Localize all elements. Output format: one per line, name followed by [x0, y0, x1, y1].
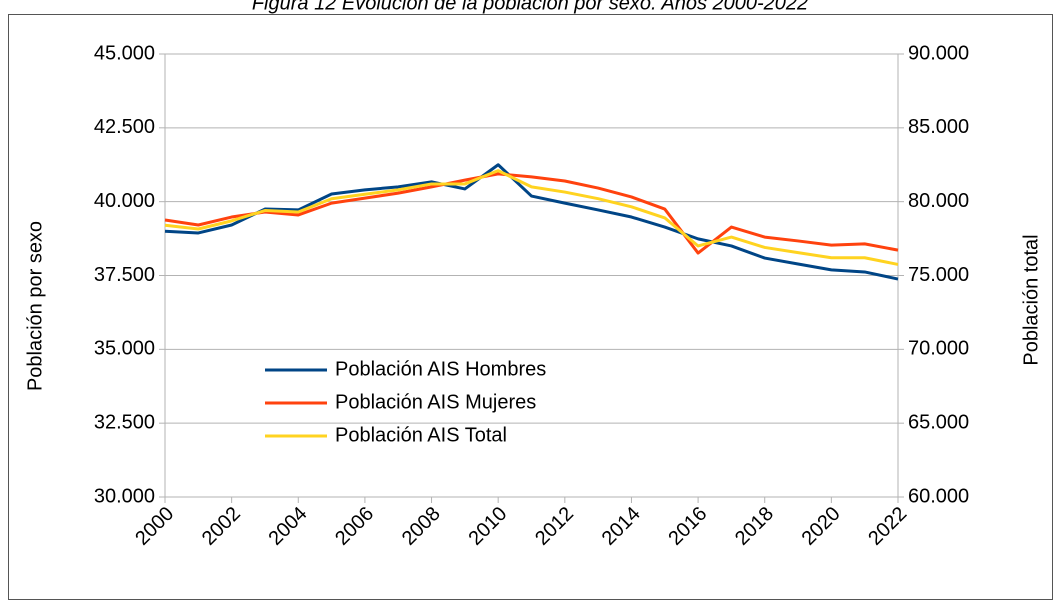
title-bg — [300, 0, 900, 14]
x-tick-label: 2016 — [664, 503, 711, 550]
y2-tick-label: 80.000 — [908, 190, 969, 212]
x-tick-label: 2000 — [131, 503, 178, 550]
y2-tick-label: 85.000 — [908, 116, 969, 138]
x-tick-label: 2012 — [531, 503, 578, 550]
y-tick-label: 40.000 — [94, 190, 155, 212]
y-axis-label: Población por sexo — [24, 221, 46, 391]
y-tick-label: 30.000 — [94, 485, 155, 507]
legend-label: Población AIS Hombres — [335, 358, 546, 380]
series-line — [164, 169, 899, 266]
legend-label: Población AIS Total — [335, 424, 507, 446]
x-tick-label: 2020 — [798, 503, 845, 550]
y-tick-label: 45.000 — [94, 42, 155, 64]
y2-tick-label: 90.000 — [908, 42, 969, 64]
y-tick-label: 42.500 — [94, 116, 155, 138]
series-line — [164, 172, 899, 255]
x-tick-label: 2008 — [398, 503, 445, 550]
y-tick-label: 37.500 — [94, 264, 155, 286]
x-tick-label: 2018 — [731, 503, 778, 550]
series-line — [164, 163, 899, 281]
y2-tick-label: 70.000 — [908, 338, 969, 360]
x-tick-label: 2002 — [198, 503, 245, 550]
x-tick-label: 2004 — [265, 503, 312, 550]
chart-frame — [8, 14, 1053, 600]
chart-title: Figura 12 Evolución de la población por … — [252, 0, 808, 14]
x-tick-label: 2022 — [864, 503, 911, 550]
y2-tick-label: 65.000 — [908, 411, 969, 433]
y-tick-label: 35.000 — [94, 338, 155, 360]
legend-label: Población AIS Mujeres — [335, 391, 536, 413]
y-tick-label: 32.500 — [94, 411, 155, 433]
y2-axis-label: Población total — [1020, 234, 1042, 365]
y2-tick-label: 75.000 — [908, 264, 969, 286]
x-tick-label: 2006 — [331, 503, 378, 550]
x-tick-label: 2010 — [464, 503, 511, 550]
x-tick-label: 2014 — [598, 503, 645, 550]
y2-tick-label: 60.000 — [908, 485, 969, 507]
